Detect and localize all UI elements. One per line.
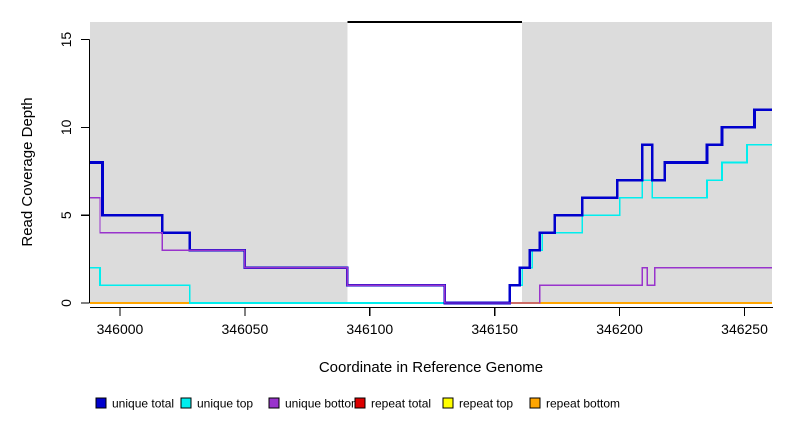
legend-swatch xyxy=(442,397,454,409)
x-tick-label: 346100 xyxy=(346,321,393,337)
x-tick-label: 346000 xyxy=(97,321,144,337)
legend-item-unique-total: unique total xyxy=(95,397,174,411)
axes: 346000 346050 346100 346150 346200 346250 0 5 10… xyxy=(58,32,773,337)
legend-item-repeat-total: repeat total xyxy=(354,397,431,411)
series-line-unique-bottom xyxy=(90,196,772,304)
legend-label: repeat top xyxy=(459,397,513,411)
legend-item-unique-bottom: unique bottom xyxy=(268,397,361,411)
legend-swatch xyxy=(268,397,280,409)
legend-item-repeat-top: repeat top xyxy=(442,397,513,411)
legend-label: unique total xyxy=(112,397,174,411)
legend-swatch xyxy=(95,397,107,409)
legend-label: unique bottom xyxy=(285,397,361,411)
coverage-series-lines xyxy=(90,108,772,305)
legend-label: unique top xyxy=(197,397,253,411)
series-line-unique-top xyxy=(90,144,772,304)
legend-swatch xyxy=(180,397,192,409)
x-tick-label: 346050 xyxy=(222,321,269,337)
legend-item-repeat-bottom: repeat bottom xyxy=(529,397,620,411)
legend-label: repeat total xyxy=(371,397,431,411)
x-tick-label: 346150 xyxy=(471,321,518,337)
y-tick-label: 15 xyxy=(58,32,74,48)
x-tick-label: 346200 xyxy=(596,321,643,337)
x-axis-title: Coordinate in Reference Genome xyxy=(319,359,543,376)
y-axis-title: Read Coverage Depth xyxy=(19,97,36,246)
legend-item-unique-top: unique top xyxy=(180,397,253,411)
legend-swatch xyxy=(529,397,541,409)
legend-label: repeat bottom xyxy=(546,397,620,411)
y-tick-label: 5 xyxy=(58,211,74,219)
x-tick-label: 346250 xyxy=(721,321,768,337)
y-tick-label: 0 xyxy=(58,299,74,307)
unique-region-shade xyxy=(90,22,348,303)
legend: unique total unique top unique bottom repea… xyxy=(95,397,620,411)
y-tick-label: 10 xyxy=(58,119,74,135)
legend-swatch xyxy=(354,397,366,409)
